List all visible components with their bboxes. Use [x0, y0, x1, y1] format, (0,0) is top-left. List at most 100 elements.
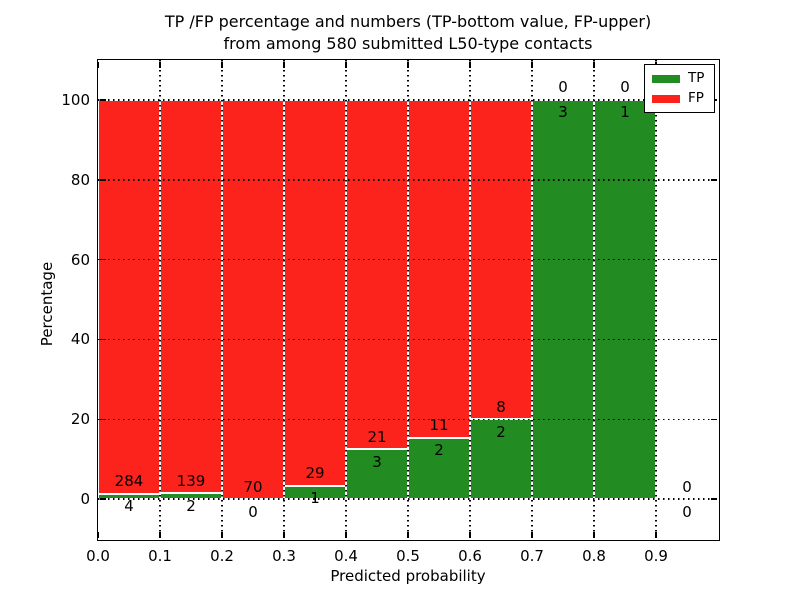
fp-count-label: 0	[620, 78, 630, 97]
grid-line-vertical	[345, 60, 347, 539]
x-tick-label: 0.8	[582, 547, 606, 565]
x-tick-mark-top	[593, 61, 595, 68]
x-tick-mark-bottom	[593, 531, 595, 538]
y-tick-mark-right	[710, 179, 717, 181]
chart-title: TP /FP percentage and numbers (TP-bottom…	[165, 11, 651, 55]
x-tick-mark-bottom	[407, 531, 409, 538]
chart-title-line2: from among 580 submitted L50-type contac…	[223, 34, 593, 53]
tp-count-label: 2	[496, 422, 506, 441]
x-tick-label: 0.2	[210, 547, 234, 565]
grid-line-vertical	[593, 60, 595, 539]
tp-count-label: 0	[682, 502, 692, 521]
fp-count-label: 70	[243, 477, 263, 496]
legend-entry-label: TP	[688, 70, 705, 86]
x-tick-label: 0.6	[458, 547, 482, 565]
x-tick-mark-bottom	[97, 531, 99, 538]
tp-count-label: 4	[124, 497, 134, 516]
fp-count-label: 284	[114, 472, 144, 491]
bar-fp-segment	[408, 99, 470, 438]
tp-count-label: 0	[248, 502, 258, 521]
tp-count-label: 1	[310, 489, 320, 508]
legend-entry-label: FP	[688, 90, 704, 106]
x-tick-mark-top	[283, 61, 285, 68]
tp-count-label: 1	[620, 103, 630, 122]
grid-line-vertical	[221, 60, 223, 539]
grid-line-vertical	[469, 60, 471, 539]
y-tick-label: 40	[70, 330, 90, 349]
grid-line-vertical	[283, 60, 285, 539]
legend-entry: TP	[652, 71, 714, 86]
x-tick-mark-bottom	[345, 531, 347, 538]
y-tick-label: 80	[70, 170, 90, 189]
x-tick-label: 0.0	[86, 547, 110, 565]
x-tick-mark-top	[159, 61, 161, 68]
bar-fp-segment	[222, 99, 284, 500]
y-tick-mark-right	[710, 258, 717, 261]
grid-line-vertical	[531, 60, 533, 539]
x-tick-label: 0.7	[520, 547, 544, 565]
tp-count-label: 3	[558, 103, 568, 122]
y-tick-mark-left	[99, 99, 106, 101]
y-tick-mark-left	[99, 418, 106, 420]
chart-title-line1: TP /FP percentage and numbers (TP-bottom…	[164, 12, 652, 31]
x-tick-mark-top	[345, 61, 347, 68]
bar-tp-segment	[532, 99, 594, 500]
x-tick-label: 0.9	[644, 547, 668, 565]
grid-line-horizontal	[98, 258, 718, 261]
y-tick-label: 60	[70, 250, 90, 269]
bar-fp-segment	[160, 99, 222, 494]
x-tick-mark-bottom	[221, 531, 223, 538]
bar-tp-segment	[594, 99, 656, 500]
fp-count-label: 29	[305, 464, 325, 483]
fp-count-label: 21	[367, 427, 387, 446]
x-tick-label: 0.5	[396, 547, 420, 565]
x-tick-mark-bottom	[655, 531, 657, 538]
y-tick-mark-right	[710, 338, 717, 341]
grid-line-horizontal	[98, 498, 718, 500]
y-tick-label: 20	[70, 410, 90, 429]
bar-fp-segment	[284, 99, 346, 486]
fp-count-label: 0	[558, 78, 568, 97]
bar-tp-segment	[346, 449, 408, 500]
legend-entry: FP	[652, 91, 714, 106]
y-tick-mark-left	[99, 258, 106, 261]
grid-line-horizontal	[98, 338, 718, 341]
x-tick-mark-bottom	[531, 531, 533, 538]
x-tick-mark-top	[531, 61, 533, 68]
grid-line-vertical	[655, 60, 657, 539]
x-tick-label: 0.4	[334, 547, 358, 565]
x-tick-mark-bottom	[159, 531, 161, 538]
fp-count-label: 139	[176, 471, 206, 490]
y-tick-label: 100	[61, 90, 90, 109]
y-tick-mark-right	[710, 498, 717, 500]
x-tick-label: 0.3	[272, 547, 296, 565]
x-tick-mark-top	[469, 61, 471, 68]
y-tick-mark-left	[99, 338, 106, 341]
x-tick-mark-bottom	[283, 531, 285, 538]
grid-line-vertical	[159, 60, 161, 539]
tp-count-label: 2	[434, 441, 444, 460]
fp-count-label: 0	[682, 477, 692, 496]
y-tick-label: 0	[80, 490, 90, 509]
bar-fp-segment	[98, 99, 160, 494]
y-tick-mark-left	[99, 179, 106, 181]
grid-line-vertical	[407, 60, 409, 539]
x-tick-mark-bottom	[469, 531, 471, 538]
tp-count-label: 2	[186, 496, 196, 515]
bar-fp-segment	[346, 99, 408, 450]
x-tick-label: 0.1	[148, 547, 172, 565]
grid-line-horizontal	[98, 418, 718, 421]
x-axis-label: Predicted probability	[330, 567, 486, 585]
fp-legend-swatch	[652, 94, 680, 103]
bar-tp-segment	[408, 437, 470, 500]
x-tick-mark-top	[407, 61, 409, 68]
tp-count-label: 3	[372, 452, 382, 471]
grid-line-horizontal	[98, 179, 718, 181]
fp-count-label: 11	[429, 416, 449, 435]
tp-legend-swatch	[652, 74, 680, 83]
y-tick-mark-right	[710, 418, 717, 420]
x-tick-mark-top	[97, 61, 99, 68]
grid-line-horizontal	[98, 99, 718, 101]
fp-count-label: 8	[496, 397, 506, 416]
